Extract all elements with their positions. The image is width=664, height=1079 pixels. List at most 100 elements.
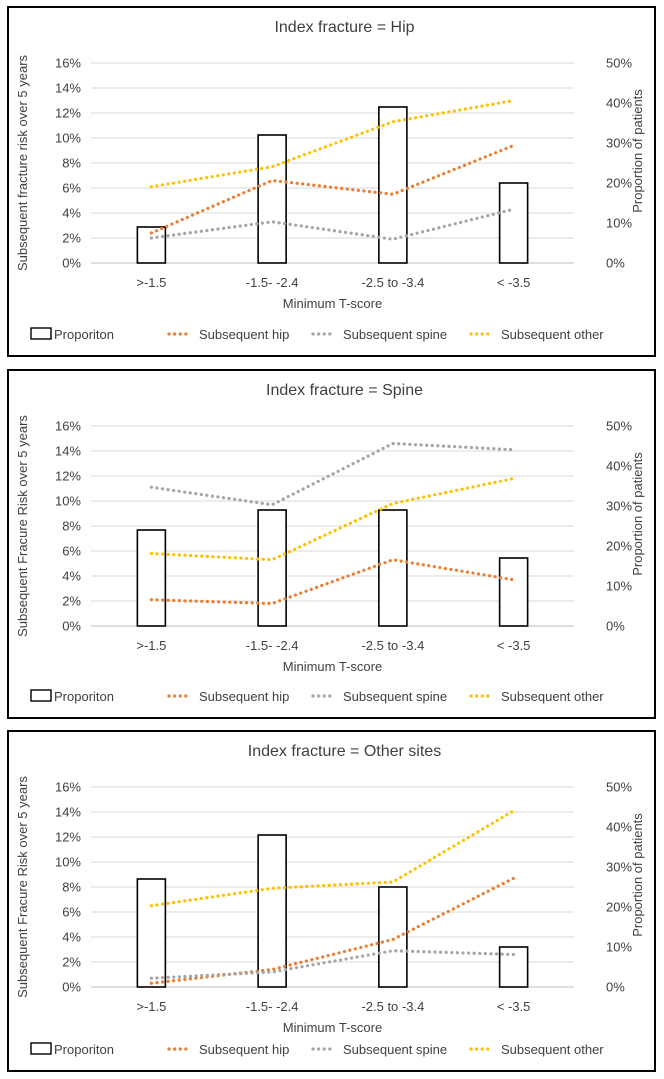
y-axis-label: Subsequent Fracure Risk over 5 years — [15, 415, 30, 637]
y2-tick-label: 40% — [606, 820, 632, 835]
x-tick-label: -2.5 to -3.4 — [361, 999, 424, 1014]
x-tick-label: -2.5 to -3.4 — [361, 638, 424, 653]
bar — [378, 509, 408, 627]
y2-axis-label: Proportion of patients — [630, 89, 645, 213]
y-tick-label: 0% — [62, 256, 81, 271]
y2-tick-label: 10% — [606, 216, 632, 231]
y2-axis-label: Proportion of patients — [630, 813, 645, 937]
y2-tick-label: 30% — [606, 860, 632, 875]
bar — [498, 557, 529, 627]
x-tick-label: -1.5- -2.4 — [246, 638, 299, 653]
chart-title: Index fracture = Other sites — [248, 743, 441, 760]
legend-label: Subsequent other — [501, 327, 604, 342]
chart-panel-other-sites: Index fracture = Other sites 0% 2% 4% 6% 8% 10… — [7, 730, 656, 1072]
bar — [136, 878, 167, 988]
series-line — [149, 98, 516, 189]
y2-tick-label: 20% — [606, 900, 632, 915]
legend-label: Subsequent spine — [343, 689, 447, 704]
y-tick-label: 14% — [55, 444, 81, 459]
x-tick-label: < -3.5 — [497, 638, 531, 653]
series-line — [149, 809, 516, 908]
chart-title: Index fracture = Hip — [274, 19, 414, 36]
x-axis-label: Minimum T-score — [283, 296, 382, 311]
series-line — [149, 876, 516, 985]
y-tick-label: 4% — [62, 569, 81, 584]
x-tick-label: -1.5- -2.4 — [246, 999, 299, 1014]
bar — [257, 509, 287, 627]
y2-tick-label: 10% — [606, 579, 632, 594]
x-tick-label: >-1.5 — [136, 275, 166, 290]
y-axis-label: Subsequent Fracure Risk over 5 years — [15, 776, 30, 998]
y2-axis-label: Proportion of patients — [630, 452, 645, 576]
legend-label-proportion: Proporiton — [54, 689, 114, 704]
y-tick-label: 4% — [62, 930, 81, 945]
y-tick-label: 10% — [55, 855, 81, 870]
legend-label: Subsequent hip — [199, 327, 289, 342]
y-tick-label: 0% — [62, 980, 81, 995]
y-tick-label: 12% — [55, 830, 81, 845]
y-tick-label: 2% — [62, 955, 81, 970]
y2-tick-label: 30% — [606, 499, 632, 514]
legend-label-proportion: Proporiton — [54, 1042, 114, 1057]
x-tick-label: -2.5 to -3.4 — [361, 275, 424, 290]
y2-tick-label: 20% — [606, 176, 632, 191]
x-tick-label: < -3.5 — [497, 275, 531, 290]
y-tick-label: 14% — [55, 81, 81, 96]
y-tick-label: 6% — [62, 181, 81, 196]
chart-panel-spine: Index fracture = Spine 0% 2% 4% 6% 8% 10% 12% 14… — [7, 369, 656, 719]
y-axis-label: Subsequent fracture risk over 5 years — [15, 54, 30, 271]
chart-panel-hip: Index fracture = Hip 0% 2% 4% 6% 8% 10% 12% 14% 1… — [7, 6, 656, 357]
bar — [257, 834, 287, 988]
series-line — [149, 143, 516, 235]
y-tick-label: 6% — [62, 544, 81, 559]
y2-tick-label: 0% — [606, 980, 625, 995]
bar — [378, 106, 408, 264]
x-axis-label: Minimum T-score — [283, 659, 382, 674]
series-line — [149, 476, 516, 562]
legend-label-proportion: Proporiton — [54, 327, 114, 342]
bar — [498, 182, 529, 264]
y-tick-label: 10% — [55, 494, 81, 509]
y-tick-label: 6% — [62, 905, 81, 920]
y2-tick-label: 50% — [606, 419, 632, 434]
chart-title: Index fracture = Spine — [266, 382, 423, 399]
y-tick-label: 8% — [62, 519, 81, 534]
legend-label: Subsequent hip — [199, 1042, 289, 1057]
chart-svg: Index fracture = Other sites 0% 2% 4% 6% 8% 10… — [15, 743, 645, 1057]
y2-tick-label: 40% — [606, 459, 632, 474]
legend-label: Subsequent other — [501, 689, 604, 704]
x-tick-label: >-1.5 — [136, 638, 166, 653]
y-tick-label: 4% — [62, 206, 81, 221]
y2-tick-label: 0% — [606, 256, 625, 271]
legend-label: Subsequent spine — [343, 1042, 447, 1057]
series-line — [149, 441, 516, 507]
y2-tick-label: 50% — [606, 56, 632, 71]
chart-svg: Index fracture = Hip 0% 2% 4% 6% 8% 10% 12% 14% 1… — [15, 19, 645, 342]
legend-swatch-proportion — [30, 1042, 52, 1055]
y-tick-label: 12% — [55, 469, 81, 484]
y2-tick-label: 40% — [606, 96, 632, 111]
y2-tick-label: 0% — [606, 619, 625, 634]
legend-label: Subsequent hip — [199, 689, 289, 704]
x-tick-label: >-1.5 — [136, 999, 166, 1014]
y2-tick-label: 30% — [606, 136, 632, 151]
y-tick-label: 10% — [55, 131, 81, 146]
y2-tick-label: 10% — [606, 940, 632, 955]
y-tick-label: 16% — [55, 56, 81, 71]
y-tick-label: 2% — [62, 231, 81, 246]
y-tick-label: 12% — [55, 106, 81, 121]
x-tick-label: -1.5- -2.4 — [246, 275, 299, 290]
series-line — [149, 207, 516, 241]
x-axis-label: Minimum T-score — [283, 1020, 382, 1035]
legend-swatch-proportion — [30, 327, 52, 340]
y-tick-label: 2% — [62, 594, 81, 609]
y2-tick-label: 20% — [606, 539, 632, 554]
series-line — [149, 949, 516, 980]
legend-swatch-proportion — [30, 689, 52, 702]
x-tick-label: < -3.5 — [497, 999, 531, 1014]
legend-label: Subsequent spine — [343, 327, 447, 342]
bar — [257, 134, 287, 264]
series-line — [149, 558, 516, 606]
y-tick-label: 0% — [62, 619, 81, 634]
y-tick-label: 16% — [55, 780, 81, 795]
